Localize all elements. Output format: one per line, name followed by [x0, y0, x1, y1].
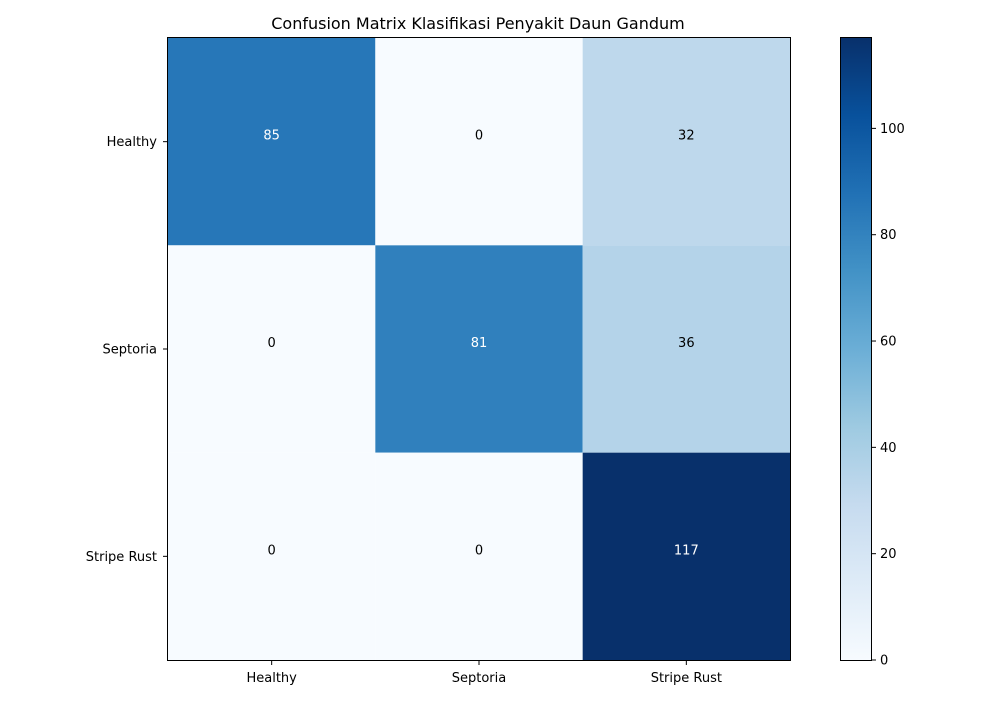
- colorbar-tick-label: 80: [880, 228, 897, 243]
- colorbar-ticks: 0 20 40 60 80 100: [872, 122, 905, 669]
- y-tick-label: Healthy: [107, 135, 158, 150]
- cell-value-label: 0: [475, 543, 483, 558]
- x-axis-ticks: Healthy Septoria Stripe Rust: [246, 661, 722, 686]
- x-tick-label: Stripe Rust: [651, 671, 722, 686]
- heatmap-cells: [168, 38, 790, 660]
- colorbar-tick-label: 40: [880, 441, 897, 456]
- heatmap-cell: [375, 452, 583, 660]
- y-axis-ticks: Healthy Septoria Stripe Rust: [86, 135, 167, 565]
- heatmap-cell: [168, 452, 376, 660]
- plot-frame: [167, 37, 791, 661]
- x-tick-label: Healthy: [246, 671, 297, 686]
- cell-value-label: 117: [674, 543, 699, 558]
- heatmap-cell: [375, 245, 583, 453]
- heatmap-cell: [375, 38, 583, 246]
- heatmap-cell: [168, 245, 376, 453]
- x-tick-label: Septoria: [452, 671, 506, 686]
- cell-value-label: 0: [268, 543, 276, 558]
- heatmap-cell: [582, 452, 790, 660]
- heatmap-cell: [582, 38, 790, 246]
- colorbar-tick-label: 60: [880, 335, 897, 350]
- chart-title: Confusion Matrix Klasifikasi Penyakit Da…: [271, 14, 685, 33]
- cell-value-label: 85: [263, 129, 280, 144]
- y-tick-label: Septoria: [103, 343, 157, 358]
- colorbar-tick-label: 20: [880, 547, 897, 562]
- y-tick-label: Stripe Rust: [86, 550, 157, 565]
- colorbar: [840, 37, 872, 661]
- cell-value-label: 0: [475, 129, 483, 144]
- cell-value-label: 32: [678, 129, 695, 144]
- heatmap-value-labels: 85 0 32 0 81 36 0 0 117: [263, 129, 698, 559]
- colorbar-tick-label: 0: [880, 654, 888, 669]
- cell-value-label: 81: [471, 336, 488, 351]
- cell-value-label: 36: [678, 336, 695, 351]
- heatmap-cell: [168, 38, 376, 246]
- cell-value-label: 0: [268, 336, 276, 351]
- colorbar-tick-label: 100: [880, 122, 905, 137]
- heatmap-cell: [582, 245, 790, 453]
